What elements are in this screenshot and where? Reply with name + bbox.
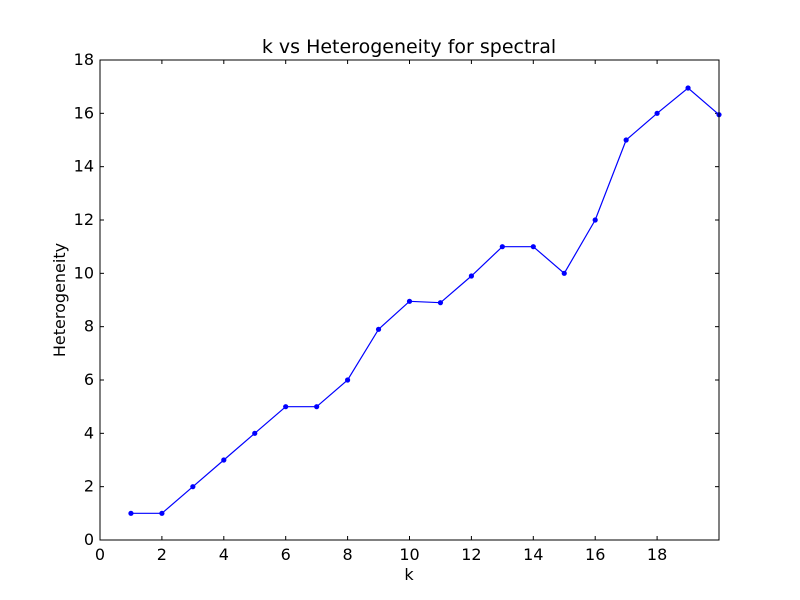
x-axis-label: k	[404, 565, 414, 584]
x-tick-label: 6	[281, 545, 291, 564]
series-layer	[128, 85, 722, 516]
data-point	[499, 244, 505, 250]
data-point	[561, 270, 567, 276]
y-tick-label: 16	[74, 103, 94, 122]
y-axis-label: Heterogeneity	[50, 243, 69, 357]
x-tick-label: 4	[219, 545, 229, 564]
data-point	[283, 404, 289, 410]
ticks-layer: 0 2 4 6 8 10 12 14 16 18 0 2 4 6 8 10 12 14 16 18	[74, 50, 719, 564]
x-tick-label: 18	[647, 545, 667, 564]
series-line	[130, 87, 720, 514]
data-point	[221, 457, 227, 463]
data-point	[345, 377, 351, 383]
x-tick-label: 16	[585, 545, 605, 564]
data-point	[314, 404, 320, 410]
x-tick-label: 14	[523, 545, 543, 564]
y-tick-label: 14	[74, 157, 94, 176]
data-point	[623, 137, 629, 143]
x-tick-label: 10	[399, 545, 419, 564]
data-point	[375, 326, 382, 332]
y-tick-label: 18	[74, 50, 94, 69]
chart-title: k vs Heterogeneity for spectral	[262, 36, 556, 58]
data-point	[190, 484, 196, 490]
data-point	[437, 300, 444, 306]
y-tick-label: 10	[74, 263, 94, 282]
x-tick-label: 8	[343, 545, 353, 564]
plot-frame	[99, 59, 720, 541]
x-tick-label: 0	[95, 545, 105, 564]
data-point	[128, 510, 134, 516]
data-point	[685, 85, 691, 91]
y-tick-label: 12	[74, 210, 94, 229]
y-tick-label: 0	[84, 530, 94, 549]
data-point	[159, 510, 165, 516]
y-tick-label: 8	[84, 317, 94, 336]
x-tick-label: 2	[157, 545, 167, 564]
x-tick-label: 12	[461, 545, 481, 564]
data-point	[406, 298, 413, 304]
data-point	[468, 273, 474, 279]
data-point	[654, 110, 660, 116]
y-tick-label: 4	[84, 423, 94, 442]
data-point	[252, 430, 258, 436]
y-tick-label: 6	[84, 370, 94, 389]
data-point	[592, 217, 598, 223]
data-point	[530, 244, 536, 250]
y-tick-label: 2	[84, 477, 94, 496]
